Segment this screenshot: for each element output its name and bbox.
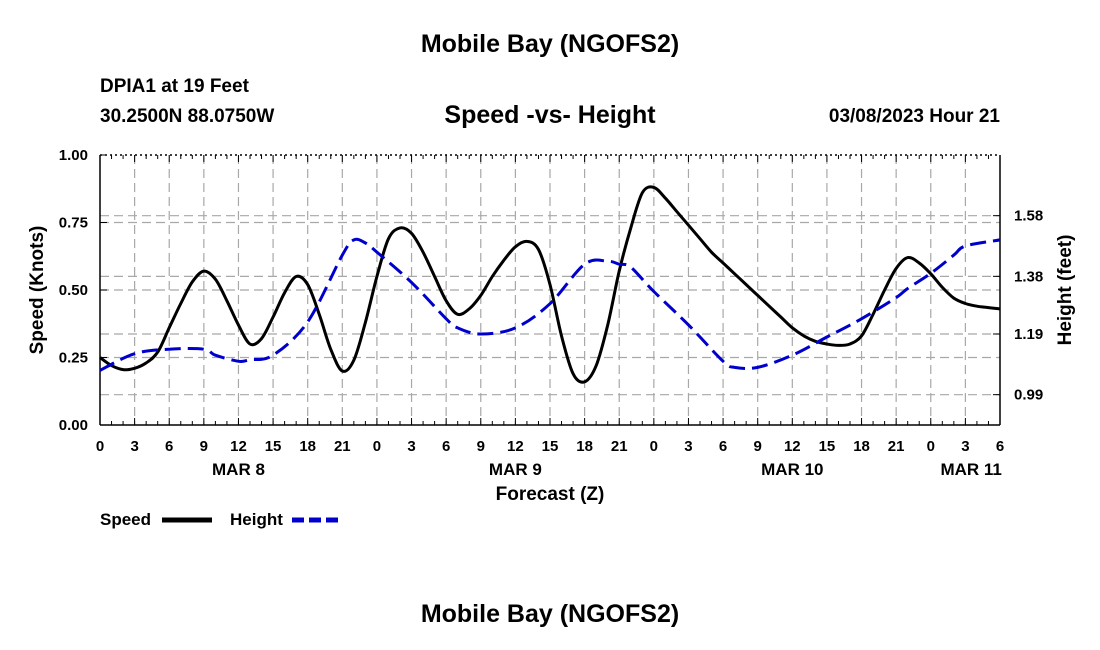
- chart-subtitle: Speed -vs- Height: [444, 101, 656, 129]
- y2-tick-label: 1.58: [1014, 208, 1043, 225]
- grid: [100, 155, 1000, 425]
- footer-title: Mobile Bay (NGOFS2): [420, 600, 680, 628]
- y-tick-label: 0.00: [59, 417, 88, 434]
- x-tick-label: 15: [542, 438, 559, 455]
- x-tick-label: 6: [719, 438, 727, 455]
- x-tick-label: 0: [96, 438, 104, 455]
- x-tick-label: 9: [200, 438, 208, 455]
- y2-tick-label: 1.38: [1014, 268, 1043, 285]
- x-tick-label: 0: [373, 438, 381, 455]
- y-tick-label: 0.25: [59, 350, 88, 367]
- legend-height-label: Height: [230, 510, 283, 529]
- legend-speed-label: Speed: [100, 510, 151, 529]
- y2-tick-label: 0.99: [1014, 387, 1043, 404]
- height-series-line: [99, 237, 1001, 372]
- x-tick-label: 12: [507, 438, 524, 455]
- figure-title: Mobile Bay (NGOFS2): [420, 30, 680, 58]
- x-tick-label: 21: [888, 438, 905, 455]
- y-axis-title: Speed (Knots): [27, 226, 48, 355]
- station-label: DPIA1 at 19 Feet: [100, 76, 249, 97]
- x-tick-label: 3: [130, 438, 138, 455]
- speed-series-line: [99, 185, 1001, 384]
- x-tick-label: 12: [230, 438, 247, 455]
- x-tick-label: 21: [611, 438, 628, 455]
- date-label: MAR 10: [761, 460, 823, 479]
- x-tick-label: 9: [754, 438, 762, 455]
- timestamp-label: 03/08/2023 Hour 21: [828, 106, 1000, 127]
- y-tick-label: 1.00: [59, 147, 88, 164]
- x-tick-label: 0: [650, 438, 658, 455]
- date-label: MAR 9: [489, 460, 542, 479]
- x-tick-label: 18: [853, 438, 870, 455]
- x-tick-label: 15: [819, 438, 836, 455]
- y-tick-label: 0.50: [59, 282, 88, 299]
- x-tick-label: 18: [576, 438, 593, 455]
- y-tick-label: 0.75: [59, 215, 88, 232]
- x-tick-label: 0: [927, 438, 935, 455]
- y2-tick-label: 1.19: [1014, 326, 1043, 343]
- coordinates-label: 30.2500N 88.0750W: [100, 106, 275, 127]
- x-tick-label: 3: [684, 438, 692, 455]
- x-tick-label: 15: [265, 438, 282, 455]
- axes: [99, 154, 1001, 426]
- x-tick-label: 9: [477, 438, 485, 455]
- x-tick-label: 3: [961, 438, 969, 455]
- series: [99, 185, 1001, 384]
- x-tick-label: 12: [784, 438, 801, 455]
- date-label: MAR 8: [212, 460, 265, 479]
- date-label: MAR 11: [940, 460, 1001, 479]
- axis-labels: 0 3 6 9 12 15 18 21 0 3 6 9 12 15 18 21 0 3 6 9 12 15 18 21 0 3 6 M…: [27, 147, 1076, 505]
- x-tick-label: 3: [407, 438, 415, 455]
- x-tick-label: 18: [299, 438, 316, 455]
- legend: Speed Height: [100, 510, 342, 529]
- x-axis-title: Forecast (Z): [496, 484, 605, 505]
- x-tick-label: 6: [165, 438, 173, 455]
- x-tick-label: 21: [334, 438, 351, 455]
- x-tick-label: 6: [996, 438, 1004, 455]
- y2-axis-title: Height (feet): [1055, 235, 1076, 346]
- x-tick-label: 6: [442, 438, 450, 455]
